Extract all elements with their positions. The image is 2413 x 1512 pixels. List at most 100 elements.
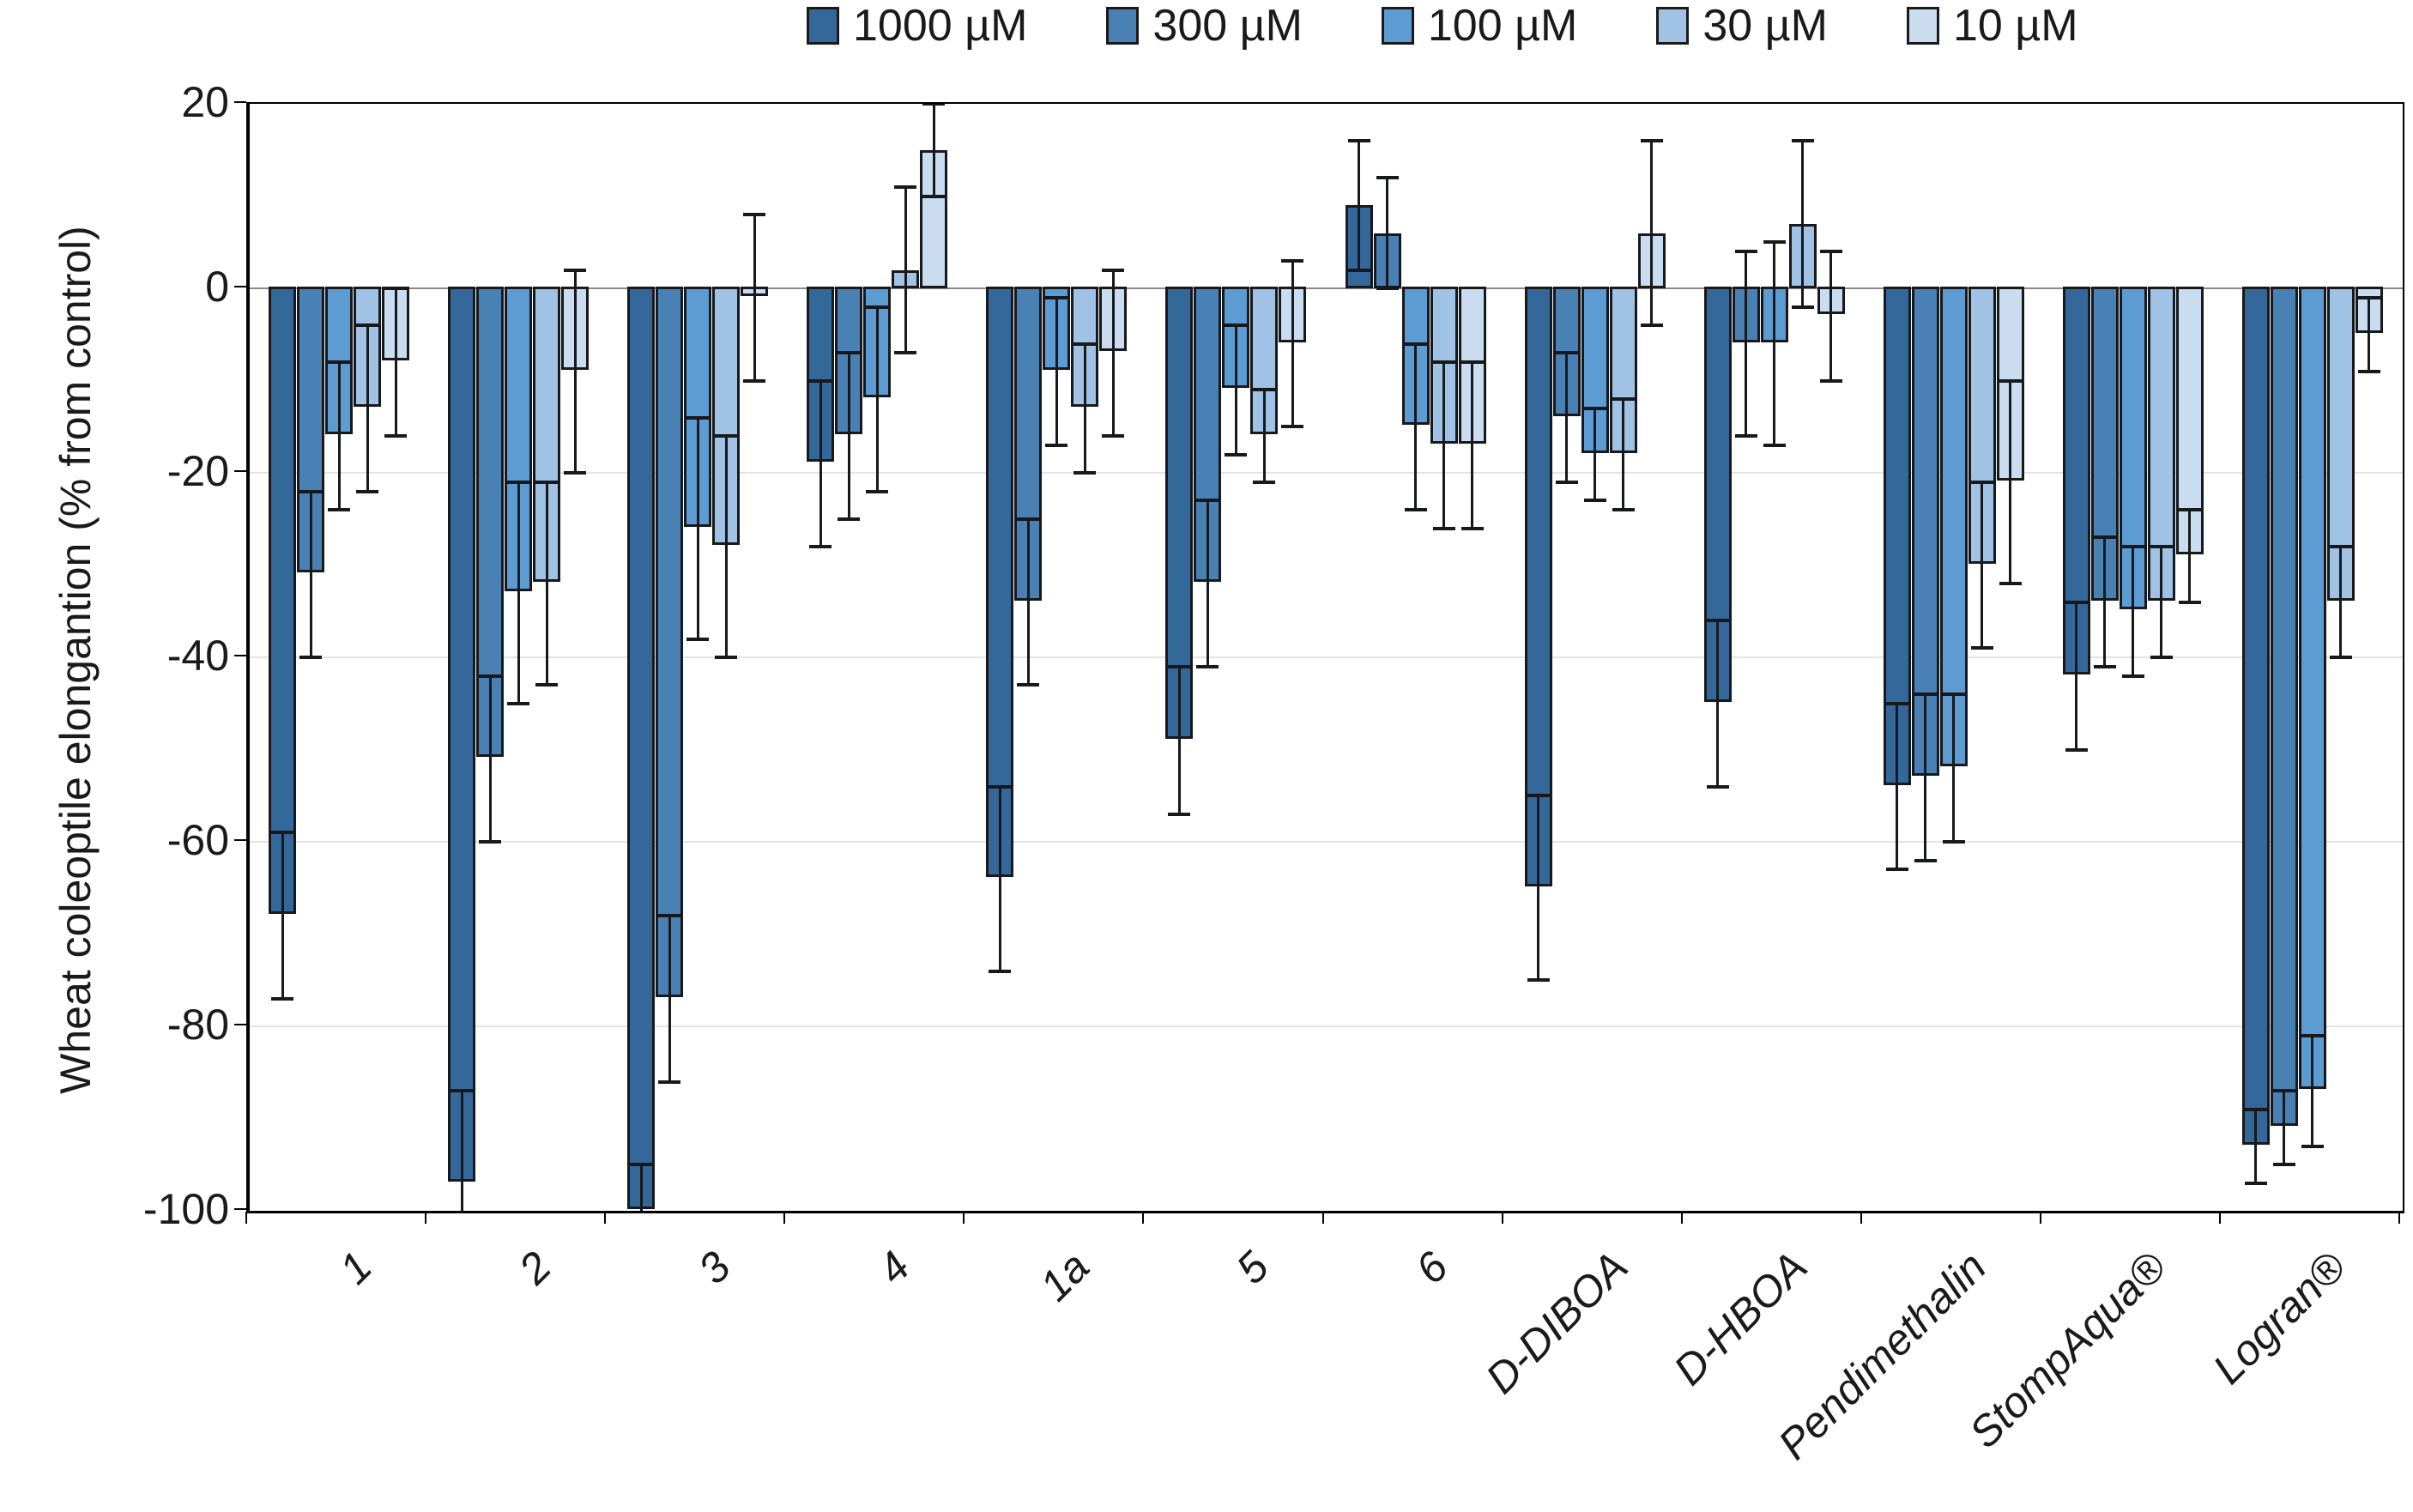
- error-bar: [1177, 666, 1181, 814]
- error-bar: [1537, 795, 1540, 981]
- error-bar: [875, 306, 879, 492]
- y-tick-label: -80: [166, 1001, 229, 1049]
- error-bar-cap: [535, 480, 559, 484]
- error-bar-cap: [2329, 545, 2352, 548]
- gridline: [250, 472, 2403, 474]
- error-bar: [2311, 1035, 2314, 1146]
- error-bar: [1206, 500, 1209, 667]
- error-bar-cap: [922, 194, 946, 198]
- error-bar-cap: [2301, 1033, 2324, 1037]
- error-bar: [545, 481, 548, 686]
- error-bar: [847, 353, 850, 519]
- error-bar-cap: [1706, 784, 1729, 789]
- error-bar-cap: [1763, 240, 1786, 245]
- legend-label: 300 µM: [1152, 1, 1303, 51]
- error-bar-cap: [1404, 342, 1427, 346]
- bar-3-1000µM: [627, 287, 656, 1209]
- error-bar-cap: [271, 996, 294, 1001]
- bar-2-100µM: [505, 287, 533, 591]
- y-tick-label: 0: [205, 263, 229, 311]
- error-bar: [2160, 547, 2163, 657]
- x-category-label: 1a: [1031, 1242, 1099, 1310]
- error-bar-cap: [1555, 351, 1578, 355]
- error-bar: [2368, 297, 2371, 372]
- error-bar: [1981, 481, 1984, 649]
- error-bar-cap: [1404, 508, 1427, 511]
- error-bar-cap: [1017, 683, 1040, 687]
- error-bar: [1594, 408, 1597, 501]
- error-bar-cap: [356, 324, 379, 327]
- error-bar-cap: [2150, 656, 2173, 659]
- error-bar-cap: [2178, 508, 2201, 511]
- y-tick-mark: [234, 470, 246, 472]
- y-tick-label: 20: [181, 78, 229, 126]
- error-bar-cap: [989, 969, 1012, 973]
- error-bar-cap: [838, 351, 861, 355]
- error-bar: [366, 325, 369, 492]
- error-bar-cap: [2357, 369, 2380, 373]
- error-bar-cap: [1914, 858, 1937, 862]
- x-category-label: 6: [1406, 1242, 1458, 1293]
- error-bar-cap: [630, 1163, 653, 1167]
- error-bar-cap: [1460, 526, 1484, 530]
- legend-label: 100 µM: [1427, 1, 1578, 51]
- x-tick-mark: [1680, 1212, 1683, 1224]
- x-tick-mark: [1142, 1212, 1145, 1224]
- error-bar: [1471, 362, 1474, 529]
- x-tick-mark: [2218, 1212, 2221, 1224]
- error-bar-cap: [2065, 747, 2088, 752]
- error-bar-cap: [686, 415, 710, 420]
- error-bar-cap: [743, 378, 766, 383]
- error-bar-cap: [1432, 526, 1455, 530]
- error-bar-cap: [2244, 1181, 2267, 1185]
- error-bar-cap: [1791, 139, 1814, 142]
- error-bar: [1414, 343, 1418, 510]
- error-bar-cap: [1819, 378, 1842, 383]
- zero-line: [250, 287, 2403, 289]
- error-bar-cap: [1791, 305, 1814, 309]
- error-bar-cap: [2357, 295, 2380, 299]
- legend: 1000 µM 300 µM 100 µM 30 µM 10 µM: [807, 3, 2078, 48]
- error-bar: [1924, 694, 1927, 861]
- legend-label: 30 µM: [1702, 1, 1828, 51]
- error-bar-cap: [922, 104, 946, 106]
- x-tick-mark: [2039, 1212, 2041, 1224]
- error-bar: [2254, 1109, 2258, 1183]
- error-bar: [753, 215, 756, 381]
- bar-1-1000µM: [269, 287, 297, 914]
- error-bar-cap: [715, 434, 738, 438]
- error-bar-cap: [1073, 342, 1097, 346]
- error-bar-cap: [1527, 794, 1550, 798]
- error-bar: [337, 362, 341, 510]
- y-tick-mark: [234, 101, 246, 103]
- x-category-label: 1: [330, 1242, 381, 1293]
- error-bar: [1442, 362, 1446, 529]
- error-bar: [639, 1164, 643, 1211]
- error-bar: [1745, 251, 1748, 436]
- x-category-label: 2: [509, 1242, 560, 1293]
- legend-item: 100 µM: [1381, 1, 1578, 51]
- error-bar-cap: [271, 831, 294, 835]
- error-bar-cap: [1460, 360, 1484, 364]
- error-bar: [1234, 325, 1237, 455]
- error-bar: [2283, 1091, 2286, 1165]
- error-bar-cap: [1253, 480, 1276, 484]
- error-bar-cap: [1885, 868, 1908, 872]
- error-bar-cap: [328, 360, 351, 364]
- error-bar-cap: [1527, 978, 1550, 983]
- error-bar: [1896, 703, 1899, 870]
- error-bar: [1773, 242, 1776, 445]
- legend-item: 300 µM: [1106, 1, 1303, 51]
- error-bar-cap: [2150, 545, 2173, 548]
- error-bar-cap: [1763, 443, 1786, 447]
- error-bar-cap: [1168, 812, 1191, 816]
- error-bar: [2075, 602, 2078, 750]
- error-bar: [573, 269, 577, 473]
- error-bar-cap: [2121, 545, 2144, 548]
- error-bar-cap: [1640, 324, 1663, 327]
- y-tick-mark: [234, 839, 246, 841]
- error-bar-cap: [2272, 1089, 2295, 1093]
- error-bar: [1262, 390, 1266, 482]
- error-bar-cap: [686, 637, 710, 641]
- error-bar: [517, 481, 520, 704]
